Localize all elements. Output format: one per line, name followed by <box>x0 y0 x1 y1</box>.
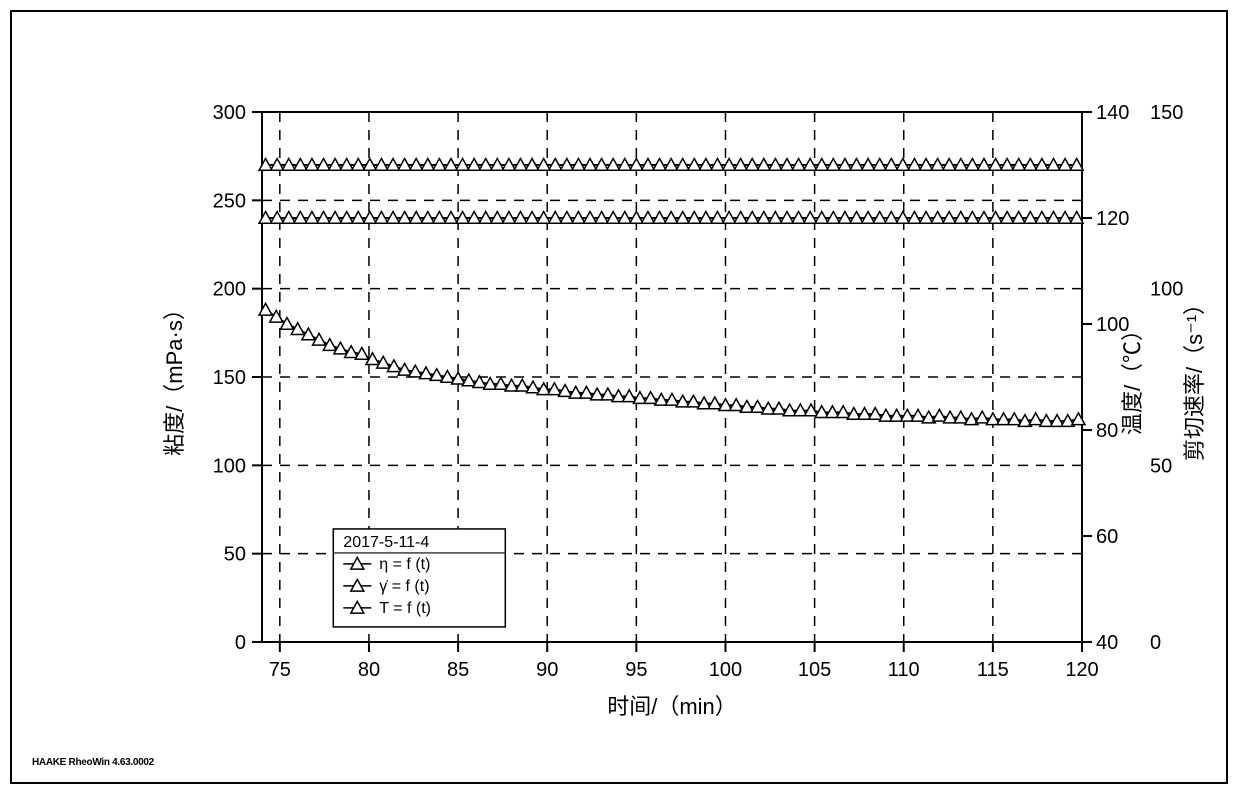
svg-text:η = f (t): η = f (t) <box>379 556 430 573</box>
svg-text:T = f (t): T = f (t) <box>379 600 431 617</box>
chart-container: 75 80 85 90 95 100 105 110 115 120 时间/（min） 0 50 100 1… <box>42 42 1222 762</box>
svg-text:140: 140 <box>1096 102 1129 124</box>
svg-text:105: 105 <box>798 659 831 681</box>
svg-text:粘度/（mPa·s）: 粘度/（mPa·s） <box>162 298 187 456</box>
svg-text:80: 80 <box>358 659 380 681</box>
svg-text:300: 300 <box>213 102 246 124</box>
svg-text:60: 60 <box>1096 526 1118 548</box>
outer-frame: 75 80 85 90 95 100 105 110 115 120 时间/（min） 0 50 100 1… <box>10 10 1228 784</box>
svg-text:0: 0 <box>235 632 246 654</box>
svg-text:110: 110 <box>888 659 920 681</box>
watermark-text: HAAKE RheoWin 4.63.0002 <box>32 757 154 768</box>
svg-text:温度/（℃）: 温度/（℃） <box>1120 319 1145 435</box>
legend-title: 2017-5-11-4 <box>343 534 429 551</box>
svg-text:90: 90 <box>536 659 558 681</box>
svg-text:120: 120 <box>1096 208 1129 230</box>
svg-text:100: 100 <box>213 455 246 477</box>
svg-text:100: 100 <box>709 659 742 681</box>
svg-text:时间/（min）: 时间/（min） <box>607 694 737 719</box>
svg-text:75: 75 <box>269 659 291 681</box>
svg-text:115: 115 <box>977 659 1009 681</box>
svg-text:0: 0 <box>1150 632 1161 654</box>
chart-svg: 75 80 85 90 95 100 105 110 115 120 时间/（min） 0 50 100 1… <box>42 42 1222 762</box>
svg-text:剪切速率/（s⁻¹）: 剪切速率/（s⁻¹） <box>1182 293 1207 461</box>
svg-text:γ̇ = f (t): γ̇ = f (t) <box>379 578 429 595</box>
svg-text:120: 120 <box>1065 659 1098 681</box>
svg-text:200: 200 <box>213 279 246 301</box>
svg-text:100: 100 <box>1150 279 1183 301</box>
svg-text:95: 95 <box>625 659 647 681</box>
svg-text:150: 150 <box>1150 102 1183 124</box>
svg-text:50: 50 <box>1150 455 1172 477</box>
svg-text:85: 85 <box>447 659 469 681</box>
svg-text:150: 150 <box>213 367 246 389</box>
svg-text:40: 40 <box>1096 632 1118 654</box>
svg-text:50: 50 <box>224 544 246 566</box>
svg-text:250: 250 <box>213 190 246 212</box>
svg-text:80: 80 <box>1096 420 1118 442</box>
